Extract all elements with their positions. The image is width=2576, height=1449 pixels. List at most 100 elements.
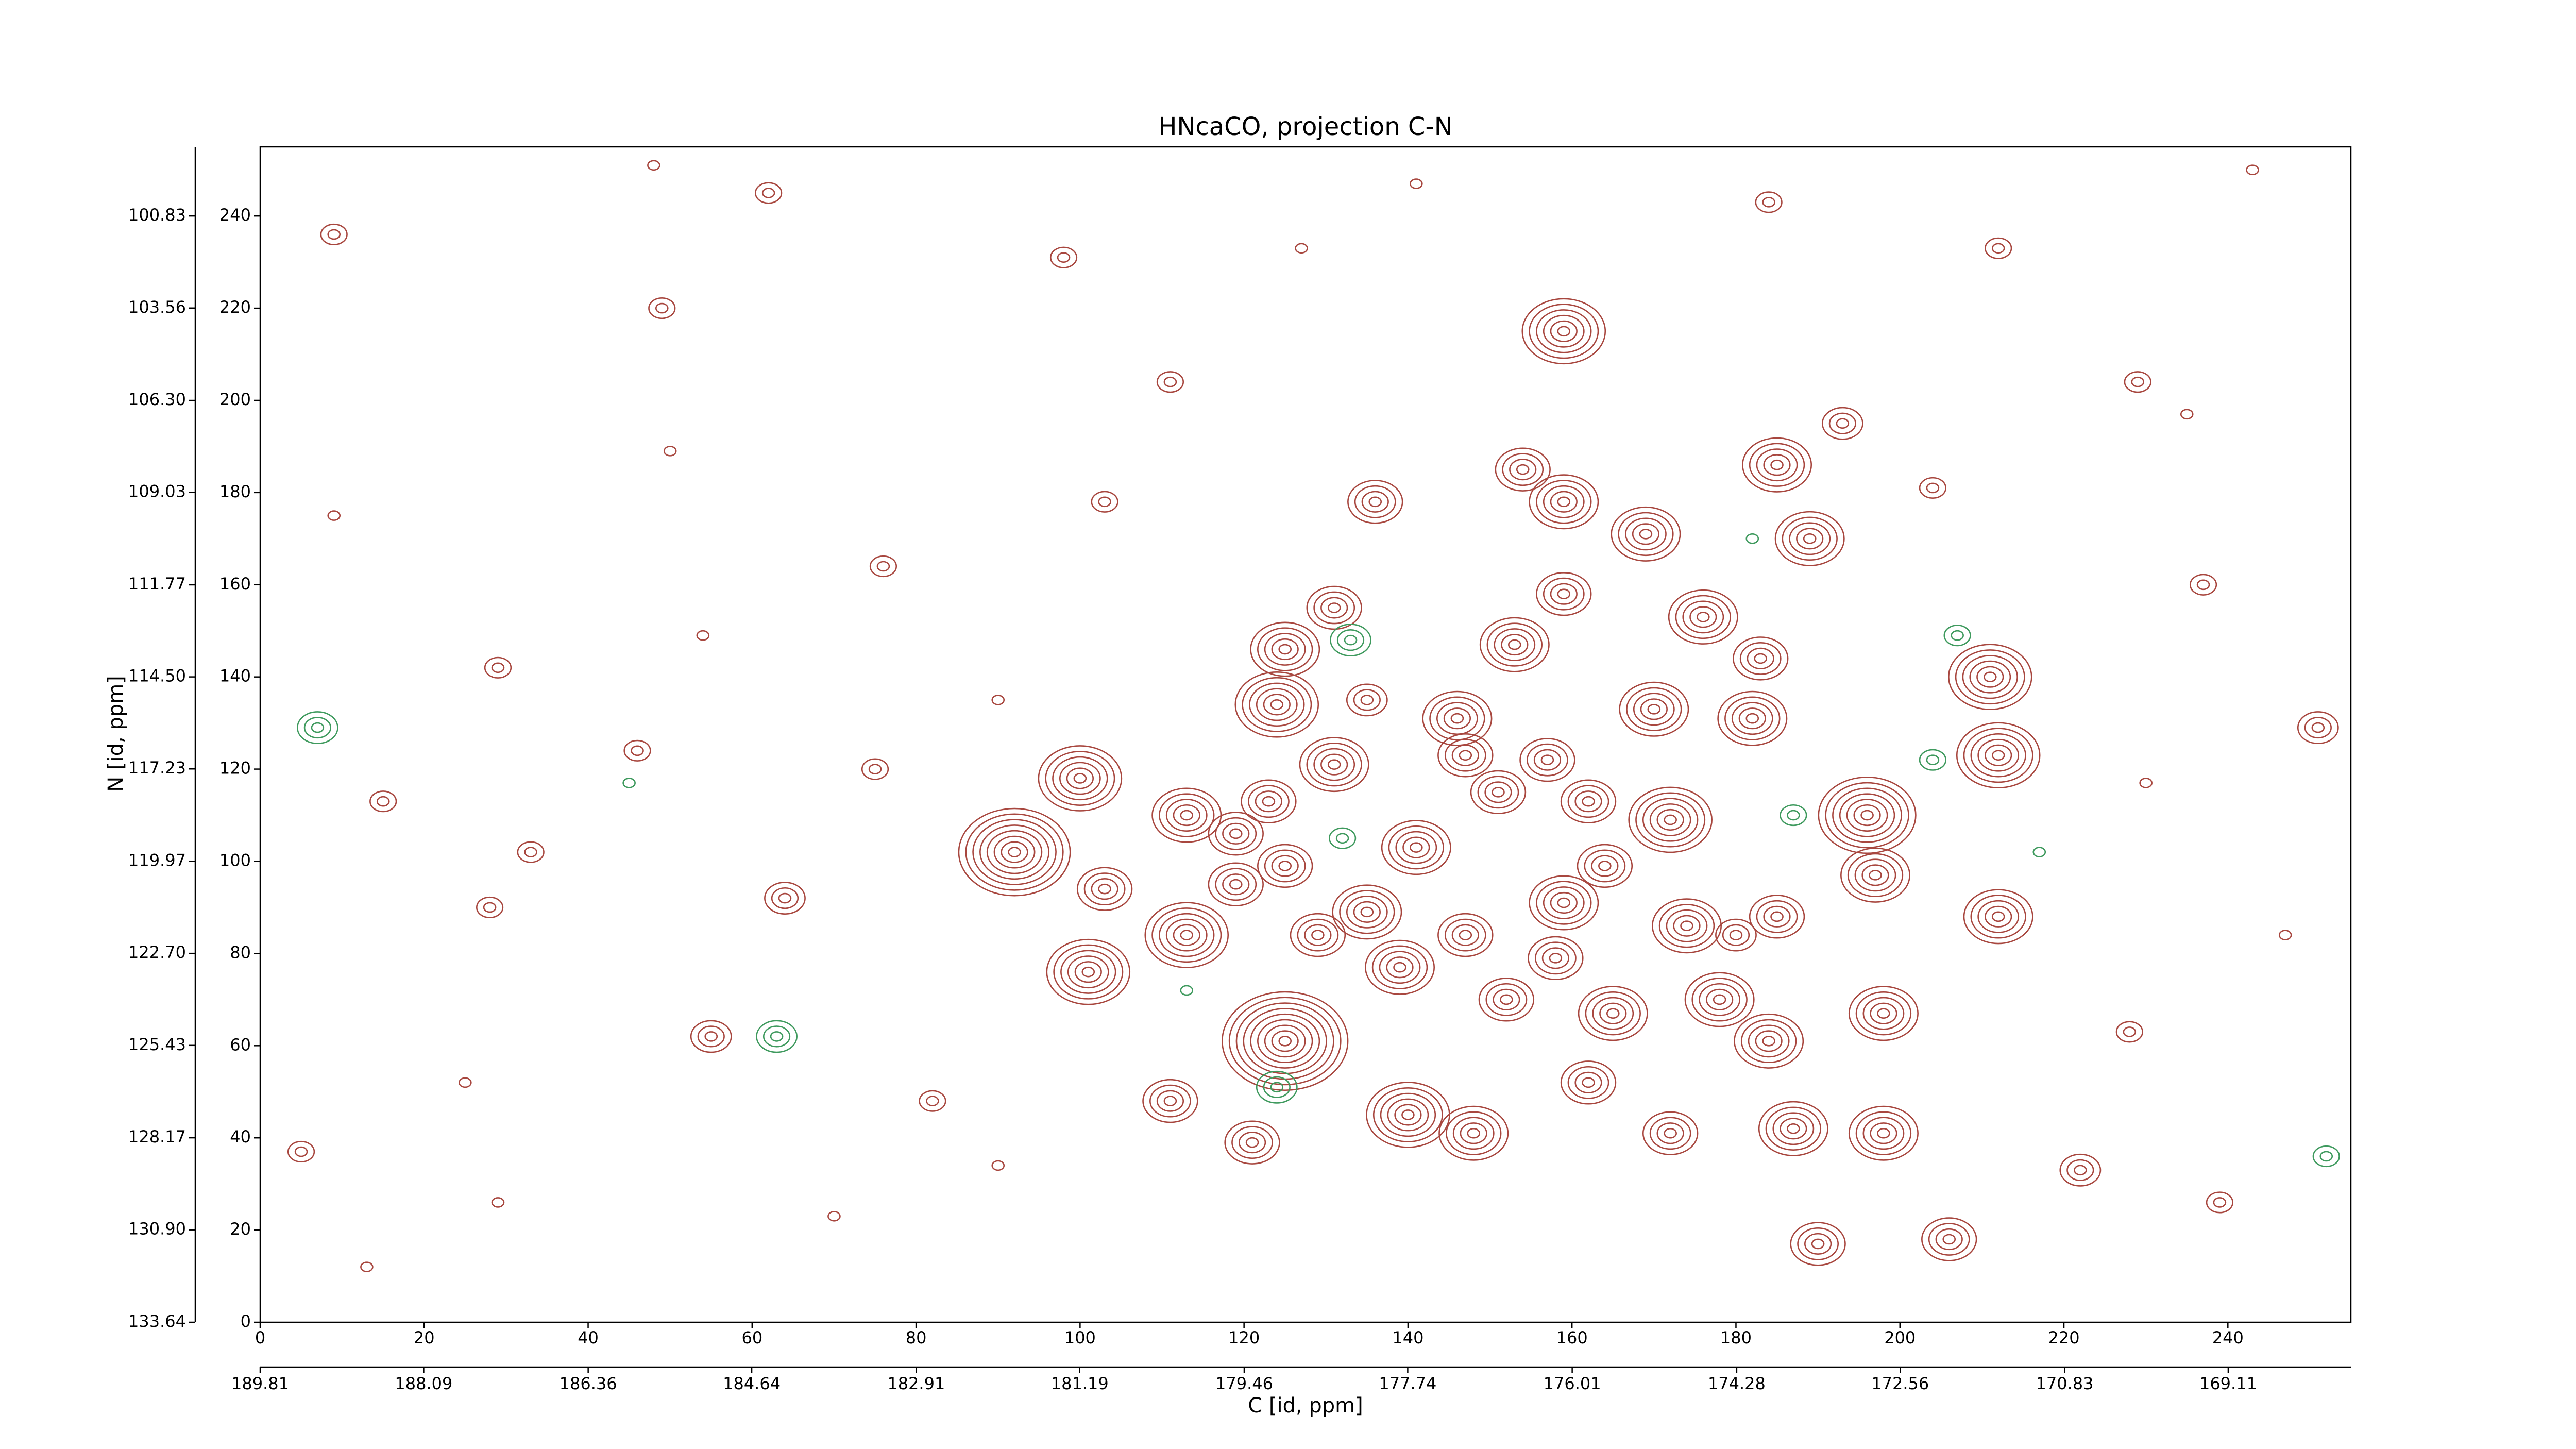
contour-ring [1450,713,1464,724]
contour-ring [1060,950,1116,994]
peak [1222,991,1349,1091]
peak [1758,1101,1828,1156]
contour-ring [1985,237,2012,259]
contour-ring [1098,496,1111,508]
contour-ring [1543,577,1585,611]
x2-tick-label: 182.91 [887,1374,945,1393]
contour-ring [1387,1098,1429,1132]
contour-ring [1360,906,1374,918]
x2-tick-label: 179.46 [1215,1374,1273,1393]
contour-ring [623,739,651,762]
peak [1790,1222,1846,1266]
contour-ring [1550,491,1578,513]
contour-ring [1861,864,1889,886]
contour-ring [756,1020,798,1053]
contour-ring [1811,1238,1825,1250]
peak [1470,770,1527,815]
peak [459,1077,472,1088]
contour-ring [1460,1122,1487,1144]
contour-ring [491,662,505,673]
contour-ring [1649,1117,1691,1150]
contour-ring [1165,799,1208,832]
contour-ring [1360,695,1374,705]
peak [1921,1217,1977,1261]
peak [1734,1013,1804,1069]
peak [296,711,338,744]
peak [1437,733,1494,778]
peak [1745,533,1759,544]
peak [1306,585,1362,630]
peak [1619,681,1689,737]
contour-ring [1574,790,1602,813]
contour-ring [1231,1126,1273,1159]
contour-ring [1208,862,1264,906]
contour-ring [1451,744,1479,766]
contour-ring [1877,1127,1890,1139]
y-tick-label: 220 [219,297,251,317]
peak [2297,711,2339,744]
contour-ring [1860,810,1874,821]
contour-ring [1977,738,2020,772]
contour-ring [2311,722,2325,733]
contour-ring [1478,978,1535,1022]
contour-ring [2246,164,2259,176]
contour-ring [1297,918,1339,952]
contour-ring [1038,745,1123,812]
contour-ring [1765,1106,1822,1151]
contour-ring [1680,920,1693,932]
contour-ring [1722,924,1750,946]
peak [1208,862,1264,906]
contour-ring [876,561,890,572]
peak [647,160,660,171]
peak [2206,1191,2233,1214]
peak [1956,722,2041,789]
contour-ring [1270,699,1284,710]
contour-ring [1557,588,1571,599]
contour-ring [1410,178,1423,189]
contour-ring [1935,1228,1963,1251]
contour-ring [1459,930,1472,940]
contour-ring [1527,743,1568,777]
contour-ring [1599,1002,1627,1024]
contour-ring [2297,711,2339,744]
contour-ring [1962,654,2018,699]
contour-ring [1870,1002,1897,1024]
x-tick-label: 0 [255,1328,265,1347]
contour-ring [1821,407,1863,440]
contour-ring [1264,849,1306,883]
peak [1299,737,1369,793]
contour-ring [993,835,1036,869]
peak [764,882,806,915]
contour-ring [1839,793,1895,837]
contour-ring [1855,1111,1912,1155]
contour-ring [1574,1071,1602,1093]
contour-ring [663,446,677,457]
contour-ring [1664,814,1677,825]
peak [2189,574,2217,596]
contour-ring [1459,750,1472,761]
peak [861,758,889,780]
contour-ring [1697,612,1710,622]
peak [1156,371,1184,393]
peak [2059,1153,2102,1187]
peak [1668,589,1738,645]
contour-ring [1156,371,1184,393]
contour-ring [1238,1132,1266,1154]
contour-ring [1372,1087,1443,1142]
contour-ring [1215,868,1257,901]
contour-ring [1329,827,1357,849]
contour-ring [1339,890,1395,934]
contour-ring [320,223,348,246]
peak [1038,745,1123,812]
contour-ring [1706,988,1734,1010]
y-tick-label: 200 [219,390,251,409]
y-tick-label: 120 [219,759,251,778]
contour-ring [1742,437,1812,493]
contour-ring [2189,574,2217,596]
y2-tick-label: 106.30 [128,390,186,409]
contour-ring [1715,918,1757,952]
contour-ring [1755,191,1783,213]
contour-ring [1828,412,1856,434]
contour-ring [294,1146,308,1157]
contour-ring [1560,1060,1617,1105]
